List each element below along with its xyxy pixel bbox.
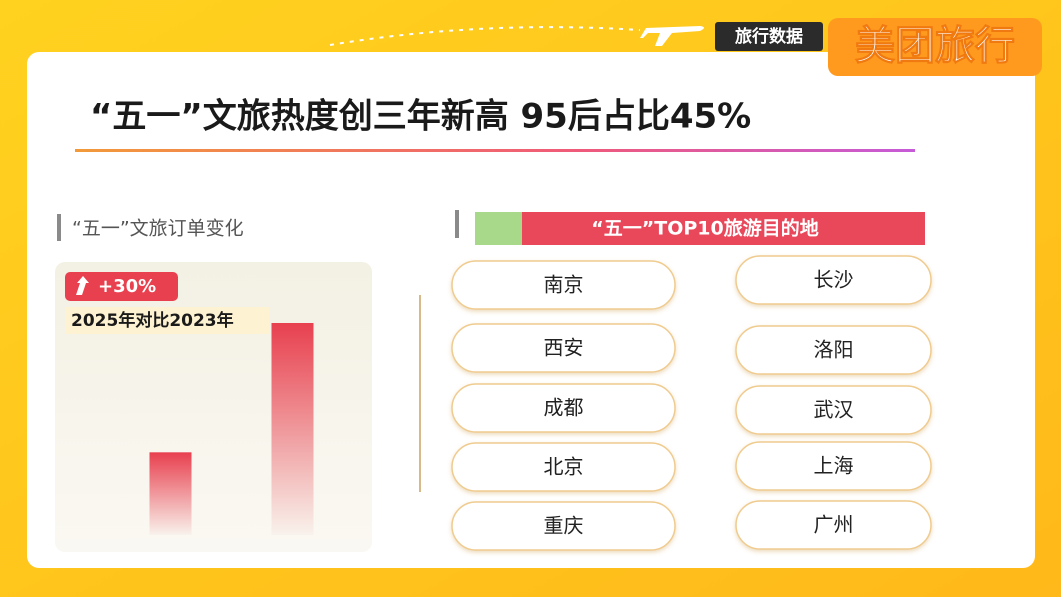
- destination-pill: [451, 501, 676, 551]
- header-accent: [475, 212, 523, 245]
- destination: 洛阳: [814, 338, 854, 362]
- brand: 美团旅行: [855, 23, 1015, 69]
- destination-pill: [451, 383, 676, 433]
- destination: 武汉: [814, 398, 854, 422]
- flight-path: [329, 26, 641, 46]
- destination-pill: [735, 385, 932, 435]
- destination: 长沙: [814, 268, 854, 292]
- bar-chart: [149, 323, 314, 535]
- destination: 西安: [544, 336, 584, 360]
- section-marker: [455, 210, 459, 238]
- badge: +30%: [98, 276, 156, 297]
- up-arrow: [76, 276, 89, 295]
- destination: 南京: [544, 273, 584, 297]
- destination-pill: [735, 500, 932, 550]
- header-tag: 旅行数据: [735, 26, 803, 47]
- section-title: “五一”文旅订单变化: [72, 218, 244, 240]
- brand-bg: [828, 18, 1042, 76]
- bar: [149, 452, 192, 535]
- header-bar: [522, 212, 925, 245]
- destination-pill: [451, 323, 676, 373]
- chart-panel: [55, 262, 372, 552]
- destination: 广州: [814, 513, 854, 537]
- bar: [271, 323, 314, 535]
- plane-icon: [640, 26, 704, 46]
- section-marker: [57, 214, 61, 241]
- destination: 北京: [544, 455, 584, 479]
- destination: 上海: [814, 454, 854, 478]
- tag-bg: [715, 22, 823, 51]
- destination-pill: [451, 442, 676, 492]
- destination: 重庆: [544, 514, 584, 538]
- destination: 成都: [544, 396, 584, 420]
- title-rule: [75, 149, 915, 152]
- destination-pill: [451, 260, 676, 310]
- destination-pill: [735, 325, 932, 375]
- section-title: “五一”TOP10旅游目的地: [591, 217, 818, 240]
- comparison-bg: [65, 307, 269, 334]
- badge-bg: [65, 272, 178, 301]
- destination-pill: [735, 441, 932, 491]
- title: “五一”文旅热度创三年新高 95后占比45%: [90, 97, 751, 137]
- comparison: 2025年对比2023年: [71, 310, 234, 331]
- destination-pill: [735, 255, 932, 305]
